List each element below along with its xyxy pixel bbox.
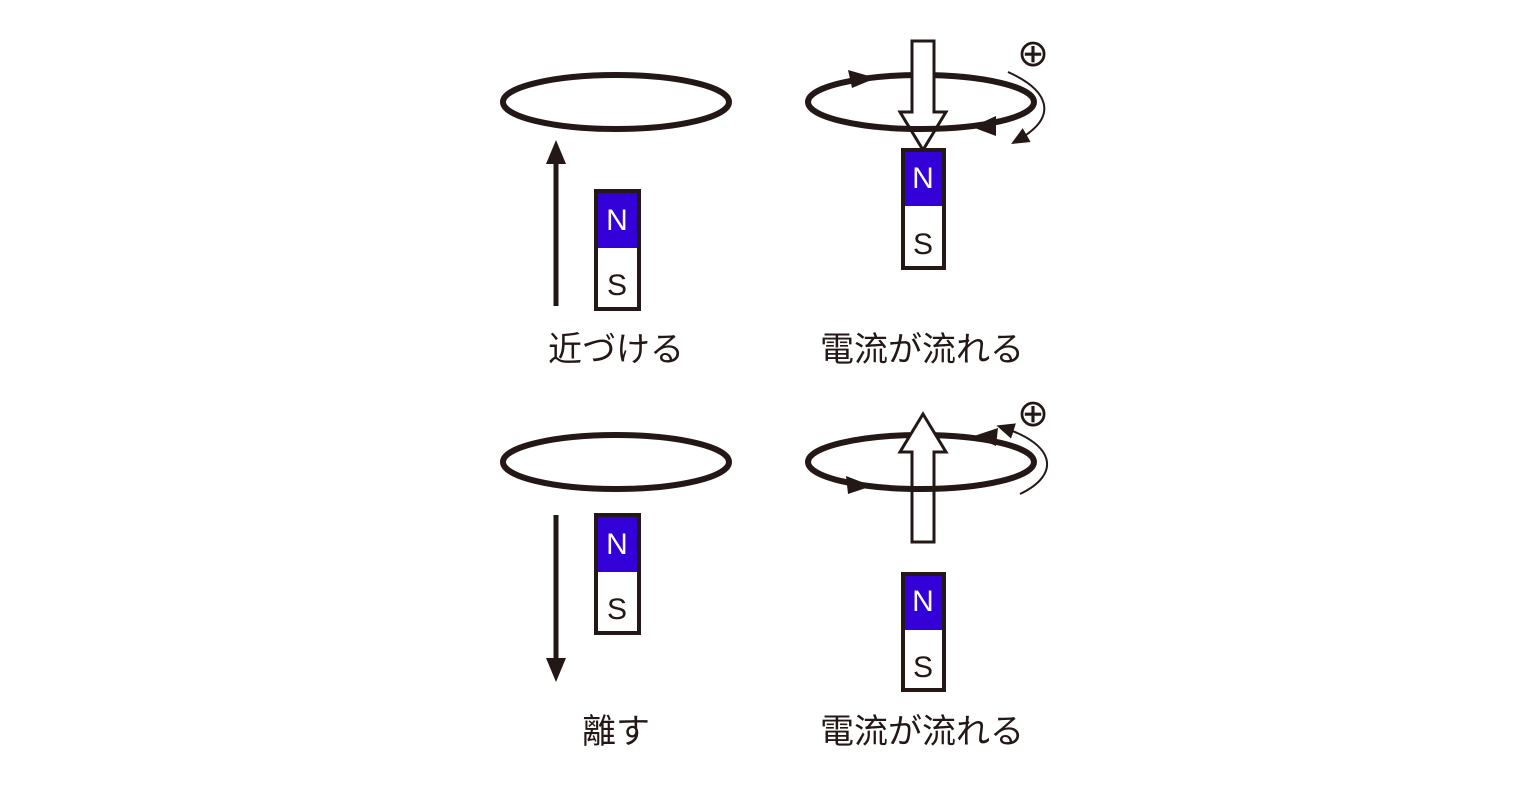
plus-icon: ⊕ xyxy=(1017,391,1049,435)
north-pole xyxy=(598,517,637,572)
rotation-arrow xyxy=(996,423,1049,495)
bar-magnet: N S xyxy=(594,189,641,311)
coil-ring-front xyxy=(805,461,1037,492)
current-arrowhead-front xyxy=(972,116,996,136)
current-arrowhead-back xyxy=(848,70,876,88)
current-arrowhead-front xyxy=(846,476,872,494)
south-label: S xyxy=(913,228,933,261)
rotation-arrow xyxy=(1007,71,1046,144)
coil-ring xyxy=(500,432,732,492)
motion-arrow-up xyxy=(546,140,566,306)
motion-arrow-down xyxy=(546,515,566,682)
south-label: S xyxy=(913,651,933,684)
north-pole xyxy=(905,576,942,630)
bar-magnet: N S xyxy=(901,148,946,270)
field-arrow-down xyxy=(897,39,949,153)
south-pole xyxy=(905,630,942,688)
bar-magnet: N S xyxy=(594,513,641,635)
north-label: N xyxy=(912,162,934,195)
south-label: S xyxy=(607,269,627,302)
panel-current-bottom: ⊕ N S xyxy=(805,391,1049,692)
caption-current-flows-bottom: 電流が流れる xyxy=(820,712,1024,752)
caption-approach: 近づける xyxy=(548,330,684,370)
north-label: N xyxy=(606,204,628,237)
panel-current-top: ⊕ N S xyxy=(805,31,1049,270)
south-pole xyxy=(598,572,637,631)
south-pole xyxy=(598,248,637,307)
bar-magnet: N S xyxy=(901,572,946,692)
plus-icon: ⊕ xyxy=(1017,31,1049,75)
field-arrow-up xyxy=(897,411,949,544)
south-label: S xyxy=(607,593,627,626)
caption-separate: 離す xyxy=(582,712,650,752)
coil-ring xyxy=(500,72,732,132)
coil-ring-front xyxy=(805,101,1037,132)
panel-separate: N S xyxy=(500,432,732,682)
north-pole xyxy=(905,152,942,206)
south-pole xyxy=(905,206,942,266)
north-label: N xyxy=(606,528,628,561)
north-pole xyxy=(598,193,637,248)
north-label: N xyxy=(912,585,934,618)
caption-current-flows-top: 電流が流れる xyxy=(820,330,1024,370)
current-arrowhead-back xyxy=(974,428,998,446)
panel-approach: N S xyxy=(500,72,732,311)
